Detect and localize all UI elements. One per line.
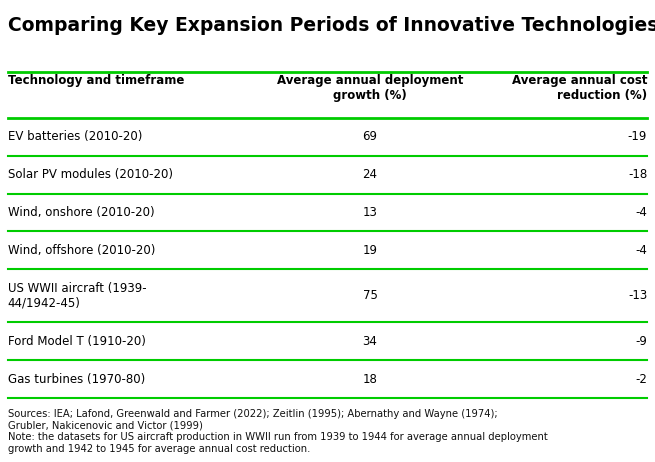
Text: Technology and timeframe: Technology and timeframe (8, 74, 184, 87)
Text: Ford Model T (1910-20): Ford Model T (1910-20) (8, 335, 145, 348)
Text: Solar PV modules (2010-20): Solar PV modules (2010-20) (8, 168, 173, 181)
Text: 13: 13 (363, 206, 377, 219)
Text: Average annual cost
reduction (%): Average annual cost reduction (%) (512, 74, 647, 102)
Text: 34: 34 (363, 335, 377, 348)
Text: 18: 18 (363, 373, 377, 386)
Text: -2: -2 (635, 373, 647, 386)
Text: 75: 75 (363, 289, 377, 303)
Text: -9: -9 (635, 335, 647, 348)
Text: -18: -18 (628, 168, 647, 181)
Text: Comparing Key Expansion Periods of Innovative Technologies: Comparing Key Expansion Periods of Innov… (8, 16, 655, 35)
Text: 19: 19 (363, 244, 377, 257)
Text: -4: -4 (635, 206, 647, 219)
Text: -19: -19 (627, 130, 647, 143)
Text: Gas turbines (1970-80): Gas turbines (1970-80) (8, 373, 145, 386)
Text: Average annual deployment
growth (%): Average annual deployment growth (%) (277, 74, 463, 102)
Text: EV batteries (2010-20): EV batteries (2010-20) (8, 130, 142, 143)
Text: Wind, offshore (2010-20): Wind, offshore (2010-20) (8, 244, 155, 257)
Text: -4: -4 (635, 244, 647, 257)
Text: Wind, onshore (2010-20): Wind, onshore (2010-20) (8, 206, 155, 219)
Text: -13: -13 (628, 289, 647, 303)
Text: Sources: IEA; Lafond, Greenwald and Farmer (2022); Zeitlin (1995); Abernathy and: Sources: IEA; Lafond, Greenwald and Farm… (8, 409, 548, 454)
Text: 24: 24 (363, 168, 377, 181)
Text: 69: 69 (363, 130, 377, 143)
Text: US WWII aircraft (1939-
44/1942-45): US WWII aircraft (1939- 44/1942-45) (8, 282, 147, 310)
